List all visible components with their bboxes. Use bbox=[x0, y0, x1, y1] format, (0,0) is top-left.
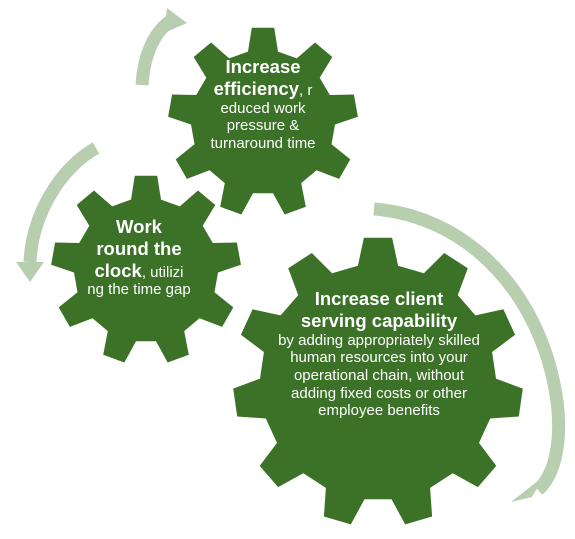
clock-title-3: clock bbox=[94, 259, 142, 281]
client-body: by adding appropriately skilled human re… bbox=[278, 331, 480, 420]
gear-client bbox=[233, 237, 523, 525]
efficiency-title-1: Increase bbox=[225, 56, 301, 77]
gear-clock bbox=[51, 175, 241, 363]
clock-title-1: Work bbox=[116, 216, 162, 237]
efficiency-label: Increase efficiency, r educed work press… bbox=[208, 56, 318, 153]
arrow-right bbox=[373, 202, 566, 495]
arrow-head-top-left bbox=[164, 8, 187, 33]
clock-title-2: round the bbox=[96, 237, 182, 259]
clock-body-1: , utilizi bbox=[141, 263, 184, 281]
client-label: Increase client serving capability by ad… bbox=[272, 288, 486, 420]
gear-efficiency bbox=[168, 27, 358, 215]
clock-body-2: ng the time gap bbox=[87, 281, 191, 299]
client-title-2: serving capability bbox=[300, 309, 458, 331]
efficiency-title-2: efficiency bbox=[213, 77, 299, 99]
efficiency-body-1: , r bbox=[299, 81, 313, 99]
arrow-head-right bbox=[511, 476, 544, 502]
clock-label: Work round the clock, utilizi ng the tim… bbox=[78, 216, 200, 299]
arrow-left bbox=[23, 142, 100, 263]
client-title-1: Increase client bbox=[314, 288, 444, 309]
arrow-head-left bbox=[16, 262, 44, 282]
efficiency-body-2: educed work pressure & turnaround time bbox=[210, 99, 316, 153]
